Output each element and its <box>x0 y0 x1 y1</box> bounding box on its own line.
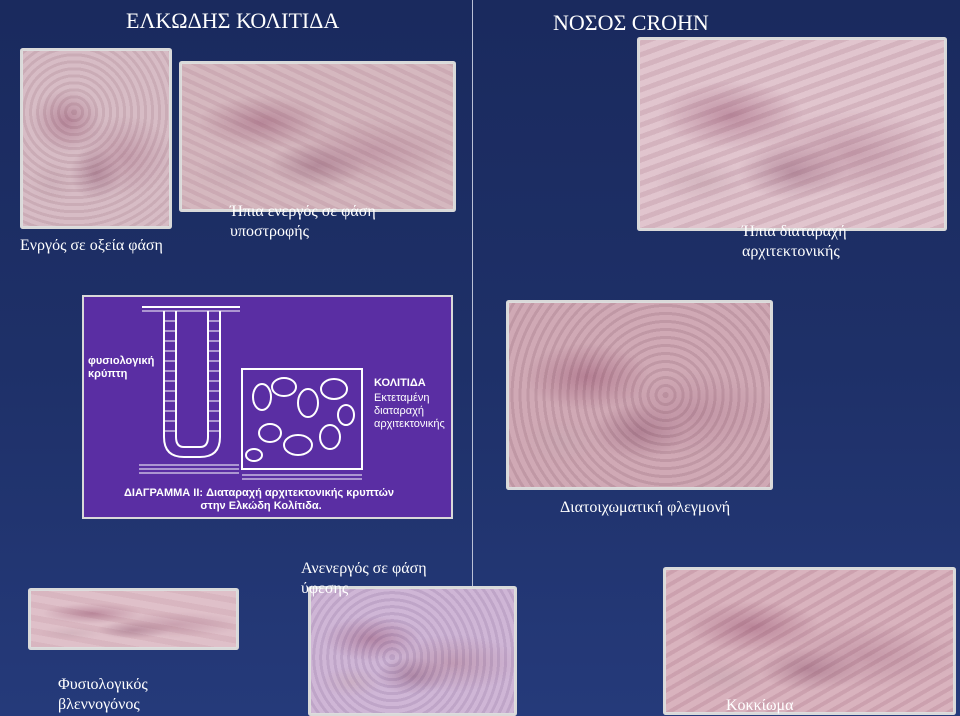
heading-ulcerative-colitis: ΕΛΚΩΔΗΣ ΚΟΛΙΤΙΔΑ <box>126 8 339 34</box>
image-uc-active-acute <box>22 50 170 227</box>
d-line: κρύπτη <box>88 368 127 380</box>
label-line: υποστροφής <box>230 223 309 240</box>
label-line: Ήπια διαταραχή <box>742 223 847 240</box>
label-line: αρχιτεκτονικής <box>742 243 840 260</box>
label-granuloma: Κοκκίωμα <box>726 696 793 716</box>
d-line: αρχιτεκτονικής <box>374 418 445 430</box>
image-crohn-mild-architecture <box>639 39 945 229</box>
label-inactive-remission: Ανενεργός σε φάση ύφεσης <box>301 559 427 599</box>
label-active-acute: Ενργός σε οξεία φάση <box>20 236 163 256</box>
image-uc-crypt-diagram: φυσιολογική κρύπτη ΚΟΛΙΤΙΔΑ Εκτεταμένη δ… <box>84 297 451 517</box>
image-uc-normal-mucosa <box>30 590 237 648</box>
diagram-caption: ΔΙΑΓΡΑΜΜΑ II: Διαταραχή αρχιτεκτονικής κ… <box>124 487 394 513</box>
label-normal-mucosa: Φυσιολογικός βλεννογόνος <box>58 675 148 715</box>
image-uc-mild-regression <box>181 63 454 210</box>
d-line: φυσιολογική <box>88 355 154 367</box>
label-line: Ήπια ενεργός σε φάση <box>230 203 376 220</box>
label-mild-regression: Ήπια ενεργός σε φάση υποστροφής <box>230 202 376 242</box>
heading-crohn: ΝΟΣΟΣ CROHN <box>553 10 709 36</box>
image-uc-remission <box>310 588 515 714</box>
label-crohn-architecture: Ήπια διαταραχή αρχιτεκτονικής <box>742 222 847 262</box>
image-crohn-transmural <box>508 302 771 488</box>
label-line: βλεννογόνος <box>58 696 140 713</box>
label-line: ύφεσης <box>301 580 348 597</box>
image-crohn-granuloma <box>665 569 954 713</box>
diagram-label-normal-crypt: φυσιολογική κρύπτη <box>88 355 154 381</box>
diagram-label-colitis-sub: Εκτεταμένη διαταραχή αρχιτεκτονικής <box>374 392 445 432</box>
label-line: Φυσιολογικός <box>58 676 148 693</box>
label-transmural: Διατοιχωματική φλεγμονή <box>560 498 730 518</box>
diagram-label-colitis-title: ΚΟΛΙΤΙΔΑ <box>374 377 426 390</box>
d-line: διαταραχή <box>374 405 424 417</box>
d-line: Εκτεταμένη <box>374 392 430 404</box>
label-line: Ανενεργός σε φάση <box>301 560 427 577</box>
